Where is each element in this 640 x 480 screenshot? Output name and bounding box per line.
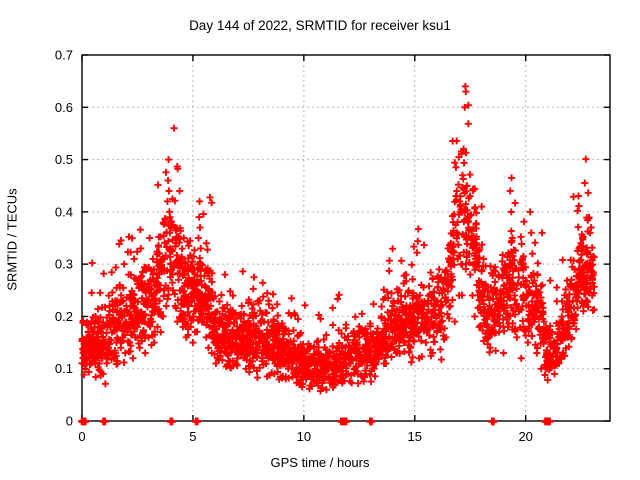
chart-title: Day 144 of 2022, SRMTID for receiver ksu… <box>189 18 451 33</box>
x-axis-label: GPS time / hours <box>270 455 370 470</box>
svg-text:20: 20 <box>518 429 532 444</box>
svg-text:0.4: 0.4 <box>55 204 73 219</box>
svg-text:0.5: 0.5 <box>55 152 73 167</box>
svg-text:5: 5 <box>189 429 196 444</box>
svg-text:0.2: 0.2 <box>55 309 73 324</box>
data-points <box>78 82 598 426</box>
svg-text:0.6: 0.6 <box>55 100 73 115</box>
svg-text:10: 10 <box>297 429 311 444</box>
svg-text:15: 15 <box>408 429 422 444</box>
axis-ticks <box>81 54 610 422</box>
svg-text:0.3: 0.3 <box>55 257 73 272</box>
svg-text:0.7: 0.7 <box>55 48 73 63</box>
svg-text:0.1: 0.1 <box>55 361 73 376</box>
axis-tick-labels: 0 0.1 0.2 0.3 0.4 0.5 0.6 0.7 0 5 10 15 20 <box>55 48 533 445</box>
svg-text:0: 0 <box>66 414 73 429</box>
svg-text:0: 0 <box>78 429 85 444</box>
